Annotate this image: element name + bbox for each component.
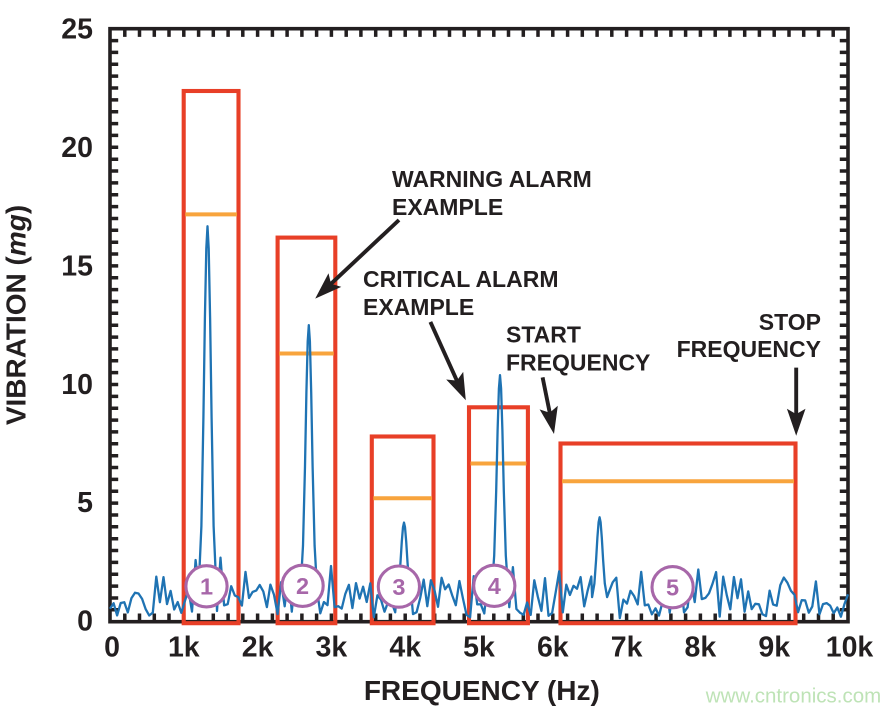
svg-text:5: 5 [666, 575, 679, 601]
svg-text:1: 1 [200, 574, 213, 600]
svg-text:20: 20 [61, 132, 93, 164]
svg-text:FREQUENCY: FREQUENCY [677, 336, 821, 362]
svg-text:WARNING ALARM: WARNING ALARM [392, 166, 592, 192]
svg-text:8k: 8k [685, 631, 717, 663]
svg-text:6k: 6k [537, 631, 569, 663]
svg-text:www.cntronics.com: www.cntronics.com [705, 684, 881, 707]
svg-text:CRITICAL ALARM: CRITICAL ALARM [363, 266, 558, 292]
svg-text:1k: 1k [168, 631, 200, 663]
svg-text:EXAMPLE: EXAMPLE [363, 294, 474, 320]
svg-text:10: 10 [61, 369, 93, 401]
svg-text:2k: 2k [242, 631, 274, 663]
svg-text:9k: 9k [758, 631, 790, 663]
svg-text:0: 0 [77, 606, 93, 638]
svg-text:4: 4 [488, 573, 501, 599]
svg-text:3: 3 [392, 574, 405, 600]
svg-text:3k: 3k [316, 631, 348, 663]
svg-text:0: 0 [104, 631, 120, 663]
svg-text:FREQUENCY (Hz): FREQUENCY (Hz) [364, 675, 600, 706]
svg-text:10k: 10k [826, 631, 874, 663]
svg-text:5k: 5k [463, 631, 495, 663]
svg-text:FREQUENCY: FREQUENCY [506, 350, 650, 376]
svg-text:15: 15 [61, 250, 93, 282]
svg-text:EXAMPLE: EXAMPLE [392, 194, 503, 220]
svg-text:VIBRATION (mg): VIBRATION (mg) [1, 205, 32, 425]
svg-text:7k: 7k [611, 631, 643, 663]
svg-text:2: 2 [296, 573, 309, 599]
svg-text:STOP: STOP [759, 309, 821, 335]
svg-text:START: START [506, 322, 581, 348]
svg-text:25: 25 [61, 14, 93, 46]
svg-text:5: 5 [77, 487, 93, 519]
svg-text:4k: 4k [389, 631, 421, 663]
